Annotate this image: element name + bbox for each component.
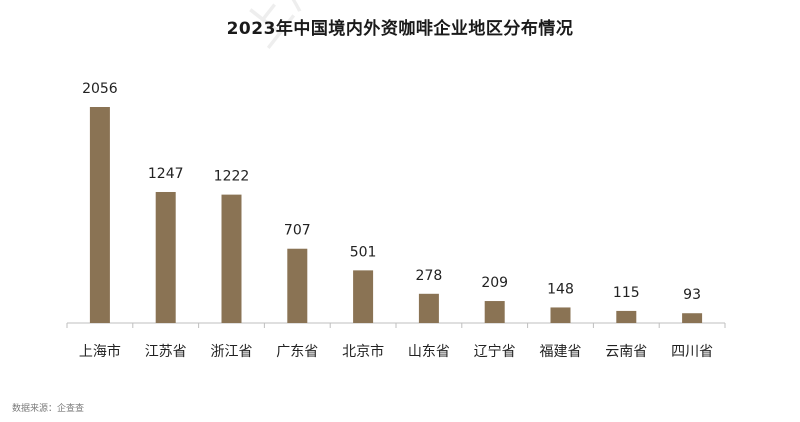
value-label: 2056	[82, 81, 118, 97]
category-label: 北京市	[342, 343, 384, 360]
bar	[550, 307, 571, 323]
value-label: 93	[683, 287, 701, 303]
category-label: 广东省	[276, 344, 318, 360]
bar	[484, 301, 505, 323]
category-labels: 上海市 江苏省 浙江省 广东省 北京市 山东省 辽宁省 福建省 云南省 四川省	[79, 343, 713, 360]
bar	[682, 313, 703, 323]
chart-title: 2023年中国境内外资咖啡企业地区分布情况	[226, 19, 574, 39]
value-label: 278	[416, 268, 443, 284]
bar	[287, 248, 308, 323]
value-label: 1222	[214, 169, 250, 185]
category-label: 上海市	[79, 343, 121, 360]
category-label: 云南省	[605, 344, 647, 360]
value-label: 1247	[148, 166, 184, 182]
bars	[89, 107, 703, 323]
value-label: 209	[481, 275, 508, 291]
category-label: 浙江省	[211, 344, 253, 360]
value-labels: 2056 1247 1222 707 501 278 209 148 115 93	[82, 81, 701, 303]
bar	[89, 107, 110, 323]
value-label: 115	[613, 285, 640, 301]
category-label: 江苏省	[145, 344, 187, 360]
category-label: 辽宁省	[474, 343, 516, 360]
value-label: 707	[284, 223, 311, 239]
bar	[353, 270, 374, 323]
bar	[418, 293, 439, 323]
value-label: 501	[350, 244, 377, 260]
category-label: 福建省	[540, 344, 582, 360]
category-label: 四川省	[671, 344, 713, 360]
category-label: 山东省	[408, 344, 450, 360]
bar	[616, 310, 637, 323]
bar	[155, 191, 176, 323]
bar	[221, 194, 242, 323]
x-axis-ticks	[66, 323, 726, 328]
source-note: 数据来源：企查查	[12, 404, 85, 414]
value-label: 148	[547, 281, 574, 297]
